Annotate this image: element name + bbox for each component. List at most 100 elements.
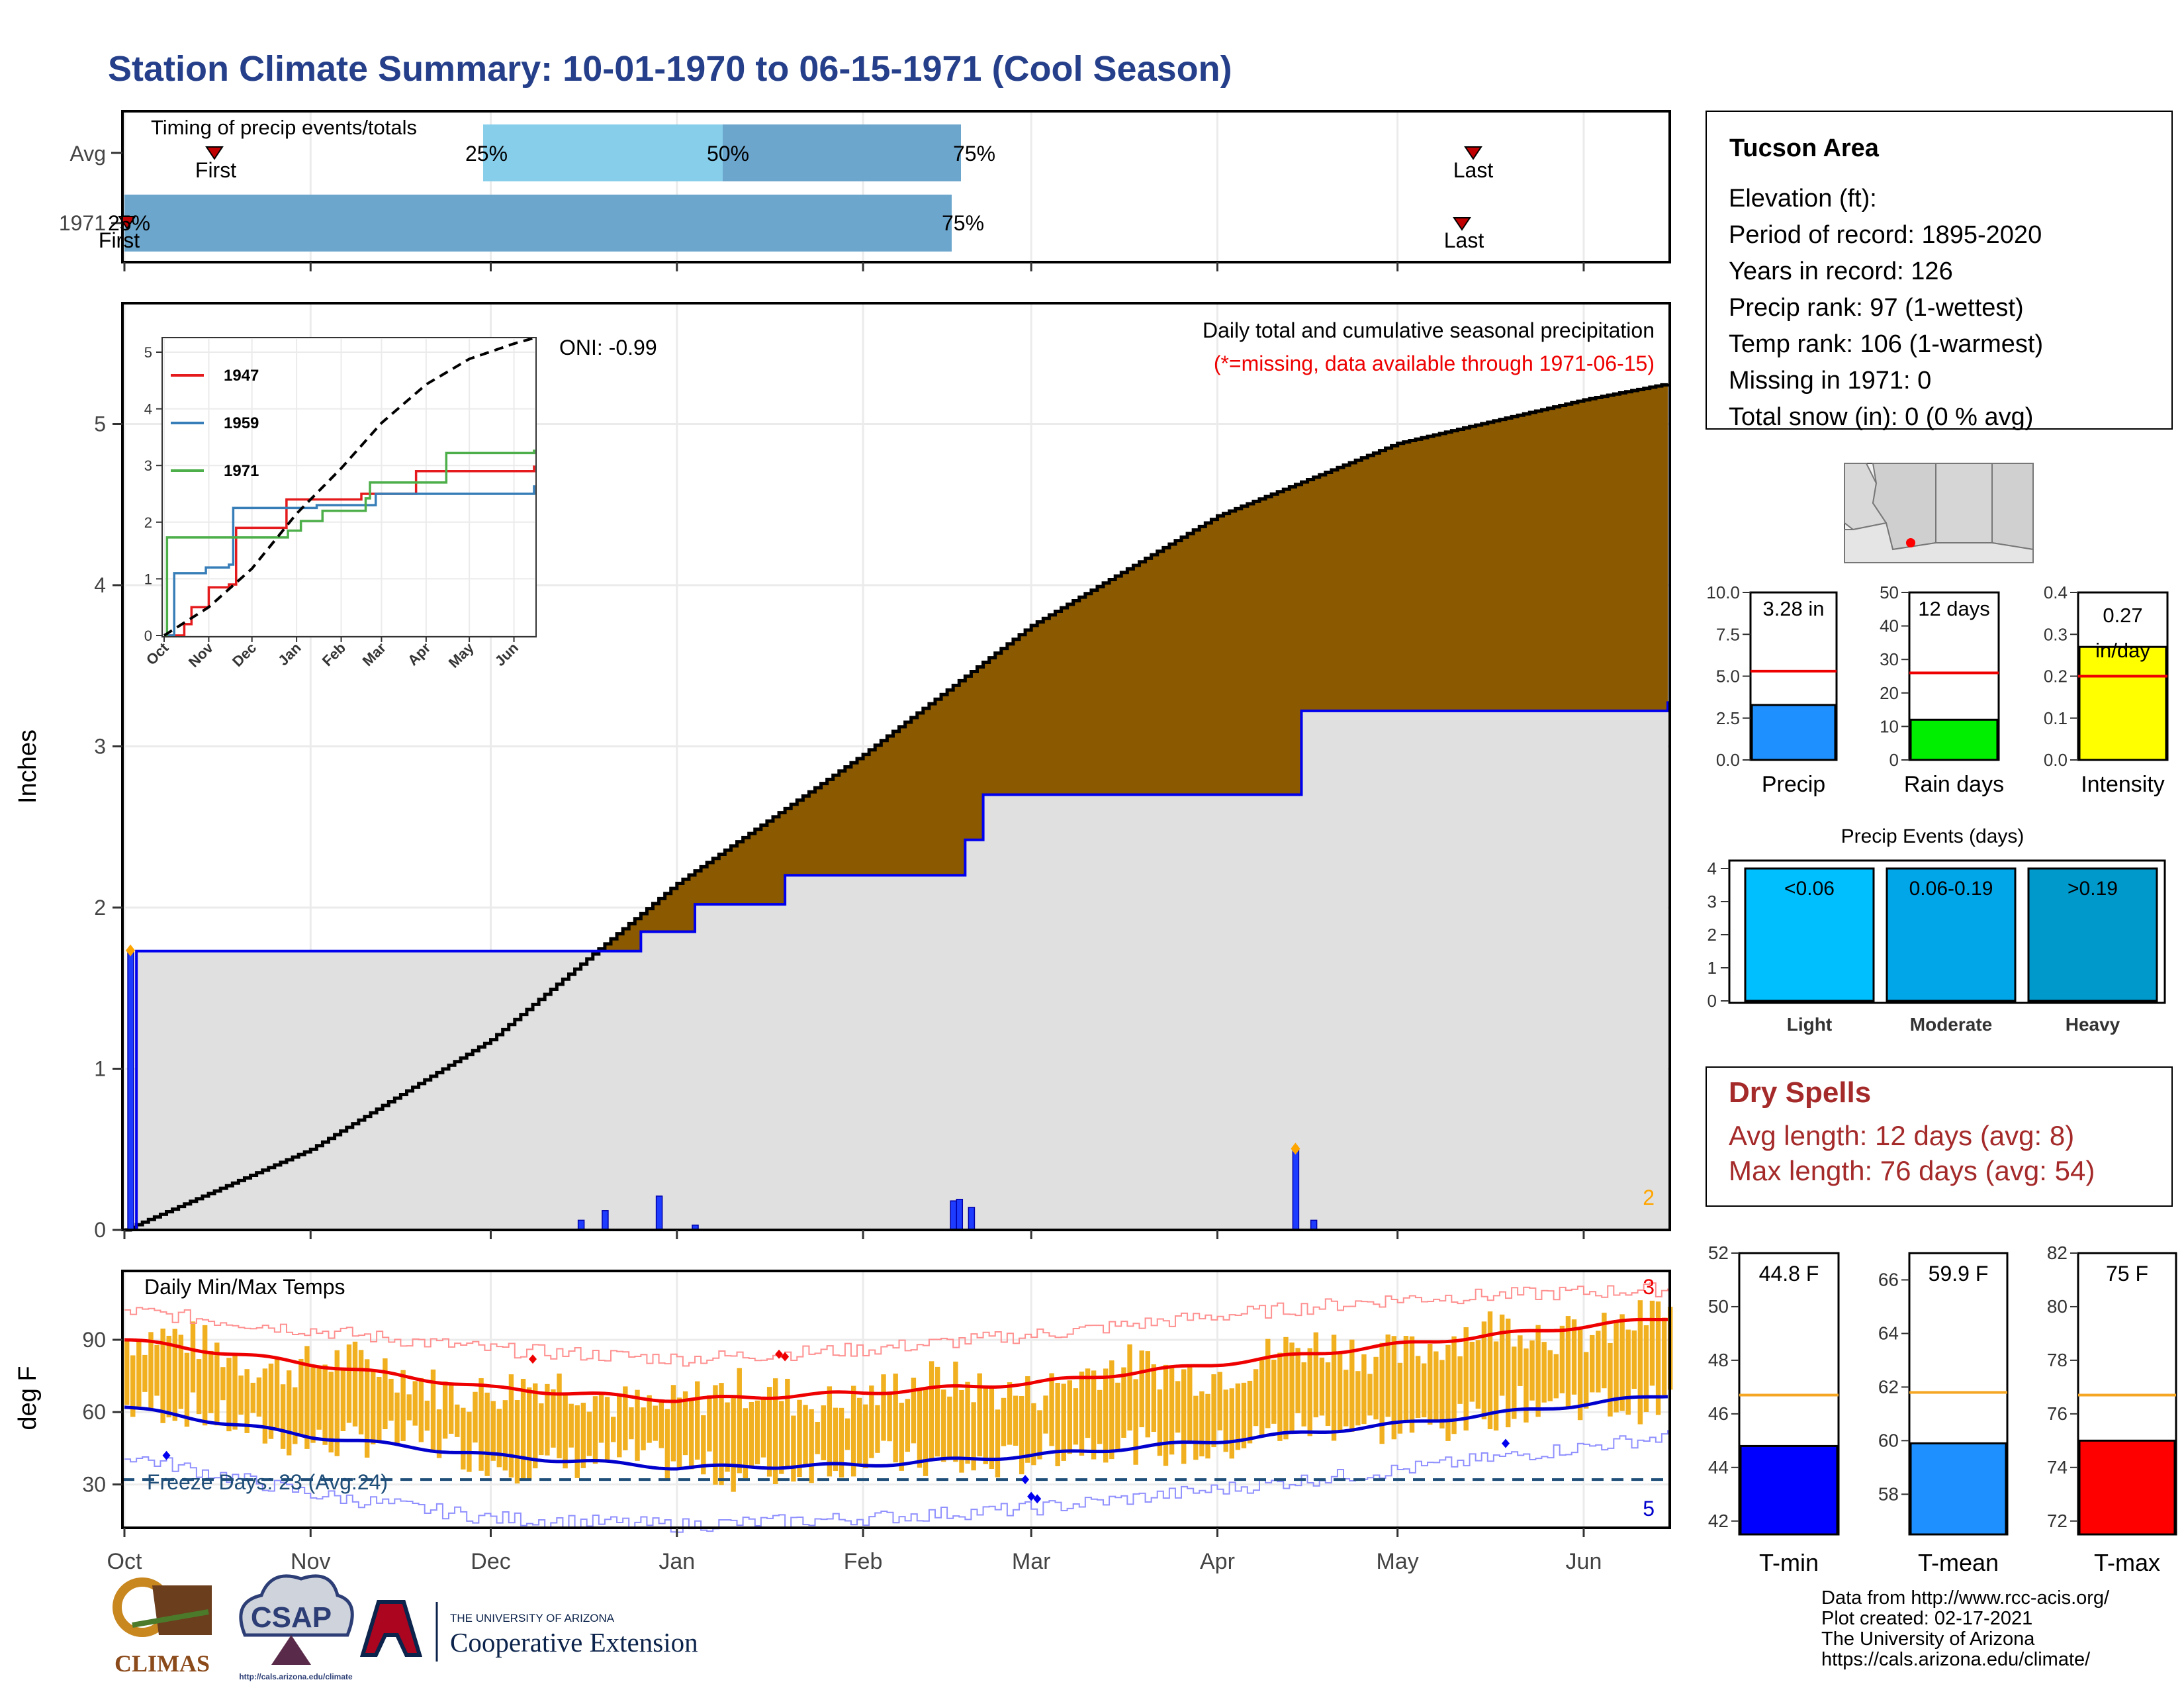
yr-pct-25: 25% bbox=[108, 211, 150, 235]
daily-temp-bar bbox=[989, 1385, 995, 1470]
events-bar-moderate: 0.06-0.19 Moderate bbox=[1886, 867, 2017, 1035]
daily-temp-bar bbox=[214, 1342, 220, 1426]
daily-temp-bar bbox=[551, 1389, 556, 1448]
daily-temp-bar bbox=[1139, 1350, 1144, 1428]
daily-temp-bar bbox=[1319, 1357, 1325, 1416]
daily-temp-bar bbox=[760, 1398, 766, 1458]
climas-logo-text: CLIMAS bbox=[114, 1650, 210, 1677]
summary-bar-tick: 40 bbox=[1880, 616, 1899, 636]
summary-bar-value-unit: in/day bbox=[2095, 639, 2150, 662]
daily-temp-bar bbox=[934, 1366, 940, 1457]
daily-temp-bar bbox=[1103, 1368, 1109, 1463]
avg-first-label: First bbox=[195, 158, 236, 182]
events-y-tick: 1 bbox=[1707, 958, 1717, 978]
station-info-line: Temp rank: 106 (1-warmest) bbox=[1729, 330, 2043, 358]
daily-temp-bar bbox=[1331, 1335, 1337, 1441]
daily-temp-bar bbox=[869, 1385, 874, 1458]
month-axis-label: Jun bbox=[1566, 1549, 1602, 1574]
daily-temp-bar bbox=[539, 1403, 544, 1456]
summary-bar-tick: 0.3 bbox=[2044, 624, 2068, 644]
timing-row-avg: Avg bbox=[69, 142, 106, 165]
daily-temp-bar bbox=[563, 1394, 568, 1469]
summary-bar-tick: 0.4 bbox=[2044, 583, 2068, 602]
daily-precip-bar bbox=[956, 1198, 964, 1231]
daily-temp-bar bbox=[1457, 1356, 1463, 1404]
daily-temp-bar bbox=[779, 1401, 784, 1474]
daily-temp-bar bbox=[496, 1409, 502, 1468]
temp-summary-tick: 52 bbox=[1708, 1243, 1729, 1263]
daily-temp-bar bbox=[1049, 1373, 1054, 1446]
inset-y-tick-label: 5 bbox=[144, 344, 152, 361]
daily-temp-bar bbox=[598, 1394, 604, 1443]
daily-temp-bar bbox=[1367, 1374, 1373, 1416]
summary-bar-tick: 0.2 bbox=[2044, 667, 2068, 686]
temp-summary-tick: 42 bbox=[1708, 1511, 1729, 1531]
record-min-count: 5 bbox=[1643, 1497, 1655, 1521]
daily-temp-bar bbox=[995, 1409, 1001, 1477]
summary-bar-tick: 2.5 bbox=[1716, 708, 1740, 728]
daily-precip-bar bbox=[1292, 1149, 1300, 1231]
daily-temp-bar bbox=[424, 1400, 430, 1431]
timing-1971-bar bbox=[124, 195, 952, 252]
daily-temp-bar bbox=[1385, 1334, 1390, 1417]
daily-temp-bar bbox=[1013, 1395, 1019, 1446]
daily-temp-bar bbox=[1391, 1336, 1397, 1440]
events-bar-light: <0.06 Light bbox=[1744, 867, 1875, 1035]
month-axis-label: Mar bbox=[1012, 1549, 1051, 1574]
station-location-marker bbox=[1906, 538, 1915, 547]
daily-temp-bar bbox=[1211, 1374, 1216, 1448]
daily-temp-bar bbox=[1649, 1300, 1655, 1386]
month-axis-label: Jan bbox=[659, 1549, 695, 1574]
timing-panel: Timing of precip events/totals Avg 1971 … bbox=[59, 110, 1671, 271]
daily-temp-bar bbox=[1121, 1367, 1126, 1438]
csap-logo: CSAP http://cals.arizona.edu/climate bbox=[239, 1574, 354, 1681]
daily-temp-bar bbox=[1133, 1379, 1138, 1465]
daily-temp-bar bbox=[977, 1373, 982, 1457]
daily-temp-bar bbox=[448, 1385, 454, 1434]
daily-temp-bar bbox=[1193, 1395, 1199, 1460]
daily-temp-bar bbox=[875, 1405, 880, 1453]
month-axis-label: Feb bbox=[844, 1549, 883, 1574]
precip-y-tick-label: 3 bbox=[94, 735, 106, 759]
daily-temp-bar bbox=[364, 1359, 370, 1458]
daily-temp-bar bbox=[377, 1376, 382, 1443]
temp-summary-tick: 80 bbox=[2047, 1296, 2068, 1317]
daily-temp-bar bbox=[1073, 1388, 1079, 1445]
timing-avg-bar-early bbox=[483, 124, 723, 181]
daily-temp-bar bbox=[412, 1381, 418, 1426]
precip-y-tick-label: 2 bbox=[94, 896, 106, 919]
temp-summary-tick: 66 bbox=[1878, 1269, 1899, 1289]
daily-temp-bar bbox=[803, 1405, 808, 1466]
daily-precip-bar bbox=[968, 1207, 976, 1231]
daily-temp-bar bbox=[1349, 1339, 1355, 1432]
daily-temp-bar bbox=[1265, 1338, 1271, 1429]
daily-temp-bar bbox=[839, 1407, 844, 1477]
daily-temp-bar bbox=[1169, 1365, 1175, 1455]
daily-temp-bar bbox=[383, 1358, 388, 1430]
avg-pct-75: 75% bbox=[953, 142, 995, 165]
daily-temp-bar bbox=[1637, 1300, 1643, 1425]
daily-temp-bar bbox=[1301, 1362, 1306, 1427]
daily-temp-bar bbox=[929, 1361, 934, 1460]
station-name: Tucson Area bbox=[1729, 134, 1880, 162]
daily-temp-bar bbox=[334, 1350, 340, 1456]
daily-temp-bar bbox=[850, 1385, 856, 1477]
daily-temp-bar bbox=[250, 1382, 255, 1413]
precip-y-tick-label: 5 bbox=[94, 412, 106, 436]
summary-bars: 0.0 2.5 5.0 7.5 10.0 3.28 in Precip 0 10 20 30 40 50… bbox=[1706, 583, 2169, 797]
daily-temp-bar bbox=[172, 1329, 178, 1421]
daily-temp-bar bbox=[1235, 1383, 1241, 1450]
daily-temp-bar bbox=[226, 1358, 232, 1432]
daily-temp-bar bbox=[1145, 1351, 1150, 1438]
daily-temp-bar bbox=[917, 1390, 923, 1468]
daily-temp-bar bbox=[136, 1340, 142, 1407]
inset-y-tick-label: 2 bbox=[144, 514, 152, 531]
month-axis-label: Oct bbox=[107, 1549, 142, 1574]
footer-line: The University of Arizona bbox=[1821, 1628, 2035, 1650]
daily-temp-bar bbox=[232, 1356, 238, 1430]
month-axis-label: Apr bbox=[1200, 1549, 1235, 1574]
daily-temp-bar bbox=[670, 1385, 676, 1462]
daily-temp-bar bbox=[1403, 1336, 1409, 1423]
daily-temp-bar bbox=[743, 1408, 749, 1478]
daily-temp-bar bbox=[754, 1400, 760, 1465]
